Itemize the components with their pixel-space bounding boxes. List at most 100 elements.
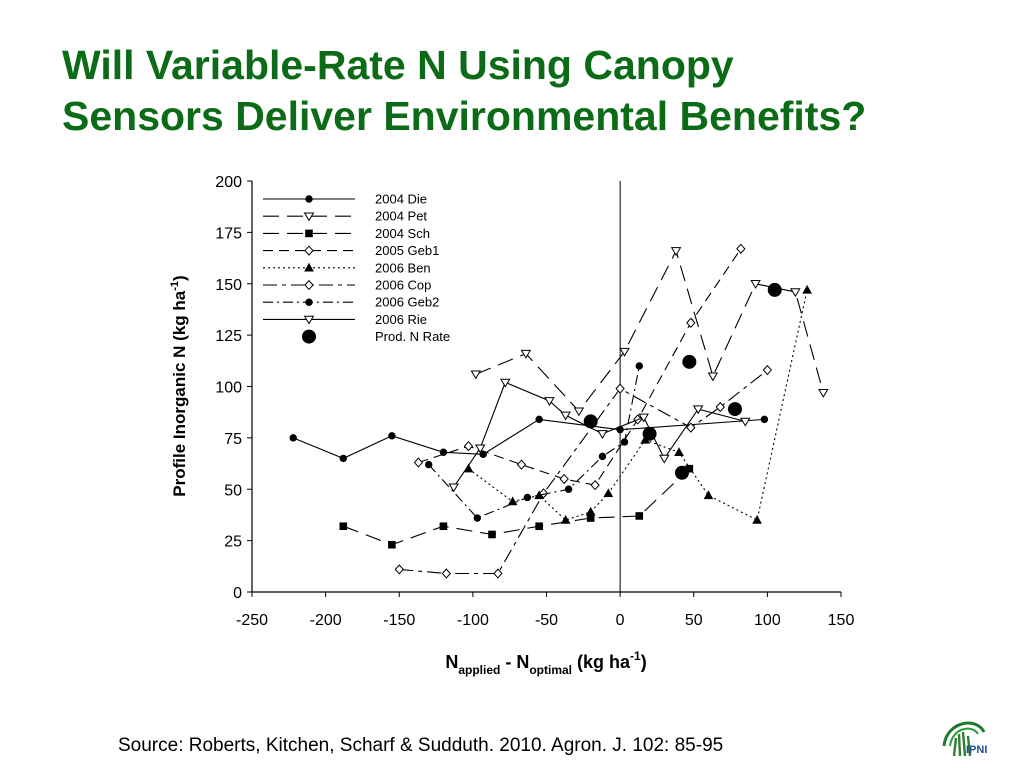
legend-label: 2004 Die <box>375 192 427 207</box>
legend-swatch-marker <box>303 315 315 325</box>
data-point-2006-ben <box>752 515 762 524</box>
series-2004-die <box>289 415 769 463</box>
data-point-2006-geb2 <box>635 362 643 370</box>
source-citation: Source: Roberts, Kitchen, Scharf & Suddu… <box>118 735 724 756</box>
legend-label: 2004 Sch <box>375 226 430 241</box>
chart-axes: 0 25 50 75 100 125 150 175 200 -250 -200 -150 -100 -5… <box>169 174 854 677</box>
data-point-2006-ben <box>585 506 596 516</box>
data-point-2006-rie <box>560 411 571 421</box>
y-tick-label: 200 <box>215 174 242 191</box>
data-point-2006-cop <box>686 422 696 433</box>
data-point-2005-geb1 <box>736 243 746 254</box>
data-point-2006-geb2 <box>425 460 433 469</box>
legend-item-2005-geb1: 2005 Geb1 <box>263 243 439 258</box>
data-point-2006-cop <box>441 568 452 579</box>
series-line-2006-ben <box>468 289 808 521</box>
data-point-2004-pet <box>750 280 761 289</box>
data-point-2005-geb1 <box>463 440 474 452</box>
data-point-2005-geb1 <box>559 473 569 485</box>
legend-item-2006-cop: 2006 Cop <box>263 278 431 293</box>
data-point-2006-ben <box>603 488 614 498</box>
data-point-2004-die <box>289 434 297 442</box>
y-tick-label: 75 <box>224 431 242 448</box>
data-point-prod-n-rate <box>642 426 657 441</box>
legend-item-2006-geb2: 2006 Geb2 <box>263 295 439 310</box>
legend-item-2006-rie: 2006 Rie <box>263 312 427 327</box>
data-point-2004-sch <box>635 512 644 520</box>
legend-item-2004-sch: 2004 Sch <box>263 226 430 241</box>
data-point-prod-n-rate <box>674 465 689 480</box>
series-2004-sch <box>339 464 694 549</box>
data-point-2006-geb2 <box>620 438 629 446</box>
series-2006-cop <box>394 364 773 579</box>
x-tick-label: -250 <box>236 612 268 629</box>
data-point-2006-geb2 <box>564 485 573 493</box>
data-point-2006-ben <box>703 490 714 500</box>
x-tick-label: -200 <box>310 612 342 629</box>
data-point-2005-geb1 <box>413 457 424 468</box>
data-point-2005-geb1 <box>686 317 696 328</box>
legend-item-2004-pet: 2004 Pet <box>263 209 427 224</box>
data-point-2004-die <box>760 415 769 424</box>
data-point-2006-cop <box>615 383 625 394</box>
data-point-2005-geb1 <box>516 459 527 470</box>
legend-swatch-marker <box>304 245 314 256</box>
data-point-2004-sch <box>339 522 348 531</box>
legend-swatch-marker <box>305 195 313 203</box>
data-point-2004-pet <box>790 288 801 298</box>
legend-swatch-marker <box>304 262 314 272</box>
series-line-2005-geb1 <box>418 248 742 486</box>
data-point-2004-pet <box>520 349 532 359</box>
x-tick-label: -150 <box>383 612 415 629</box>
data-point-2004-sch <box>388 540 396 549</box>
legend-label: 2006 Cop <box>375 278 431 293</box>
y-tick-label: 175 <box>215 225 242 242</box>
x-tick-label: 50 <box>685 612 703 629</box>
data-point-2006-cop <box>762 364 773 376</box>
data-point-2006-rie <box>692 405 704 415</box>
data-point-2006-cop <box>715 401 725 413</box>
legend-label: 2006 Ben <box>375 260 431 275</box>
data-point-2006-rie <box>740 417 751 427</box>
y-tick-label: 150 <box>215 277 242 294</box>
data-point-2004-die <box>439 448 448 456</box>
data-point-2006-rie <box>659 454 670 464</box>
x-tick-label: 100 <box>754 612 781 629</box>
legend-item-2006-ben: 2006 Ben <box>263 260 431 275</box>
data-point-2004-pet <box>619 347 630 357</box>
legend-label: 2004 Pet <box>375 209 427 224</box>
series-2006-rie <box>448 378 751 493</box>
data-point-2004-die <box>535 415 543 424</box>
y-tick-label: 25 <box>224 534 242 551</box>
legend-swatch-marker <box>303 212 315 222</box>
data-point-2004-pet <box>670 247 682 257</box>
series-2006-geb2 <box>425 362 643 522</box>
y-tick-label: 125 <box>215 328 242 345</box>
data-point-2004-pet <box>818 388 829 398</box>
data-point-2004-die <box>388 432 396 440</box>
legend-label: 2005 Geb1 <box>375 243 439 258</box>
chart-series-layer <box>289 243 829 579</box>
data-point-2004-pet <box>573 407 585 417</box>
x-tick-label: 0 <box>616 612 625 629</box>
data-point-2006-rie <box>499 378 511 388</box>
data-point-prod-n-rate <box>727 402 742 417</box>
series-line-2006-cop <box>399 369 768 575</box>
legend-label: 2006 Geb2 <box>375 295 439 310</box>
data-point-2004-pet <box>707 372 719 382</box>
series-prod-n-rate <box>583 282 782 480</box>
data-point-2006-cop <box>493 568 503 579</box>
data-point-2006-rie <box>544 397 555 407</box>
data-point-2006-cop <box>394 564 404 575</box>
series-2005-geb1 <box>413 243 746 491</box>
data-point-2006-geb2 <box>523 493 532 502</box>
data-point-prod-n-rate <box>767 282 782 297</box>
data-point-2006-cop <box>538 488 549 499</box>
legend-swatch-marker <box>304 279 314 291</box>
y-tick-label: 50 <box>224 482 242 499</box>
y-tick-label: 100 <box>215 380 242 397</box>
data-point-2004-sch <box>488 530 496 539</box>
data-point-2004-sch <box>586 514 595 522</box>
legend-label: 2006 Rie <box>375 312 427 327</box>
